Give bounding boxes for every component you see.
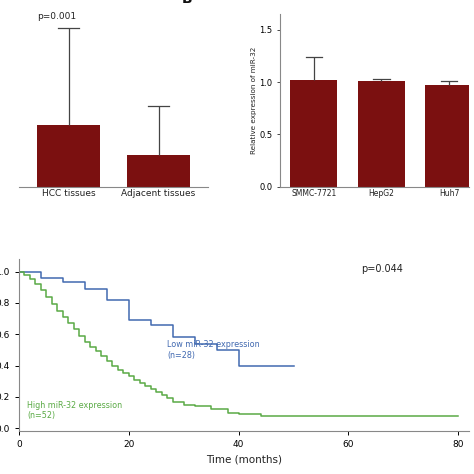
Bar — [358, 81, 405, 187]
Text: High miR-32 expression
(n=52): High miR-32 expression (n=52) — [27, 401, 122, 420]
Bar — [37, 125, 100, 187]
Bar — [425, 85, 473, 187]
Bar — [290, 80, 337, 187]
Text: p=0.044: p=0.044 — [361, 264, 403, 274]
X-axis label: Time (months): Time (months) — [206, 455, 282, 465]
Text: p=0.001: p=0.001 — [37, 12, 76, 21]
Bar — [127, 155, 190, 187]
Y-axis label: Relative expression of miR-32: Relative expression of miR-32 — [251, 47, 256, 154]
Text: Low miR-32 expression
(n=28): Low miR-32 expression (n=28) — [167, 340, 260, 360]
Text: B: B — [182, 0, 192, 6]
